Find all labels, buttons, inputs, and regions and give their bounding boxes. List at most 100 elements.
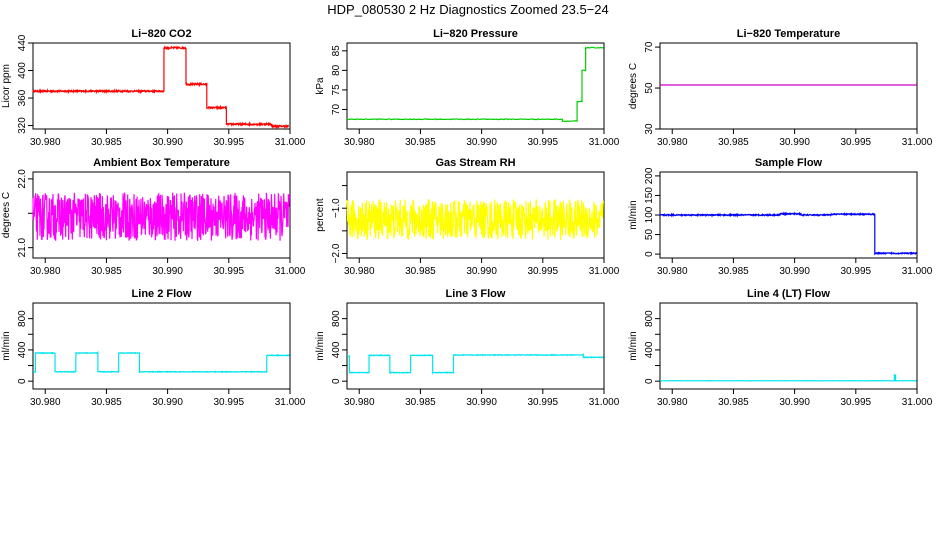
y-tick-label: 800 xyxy=(17,310,28,327)
y-axis-label: degrees C xyxy=(628,63,639,109)
x-tick-label: 30.990 xyxy=(466,137,497,148)
chart-title: Li−820 CO2 xyxy=(131,28,191,40)
y-tick-label: 320 xyxy=(17,117,28,134)
y-axis-label: percent xyxy=(315,198,326,232)
y-tick-label: 85 xyxy=(331,45,342,57)
chart-title: Line 4 (LT) Flow xyxy=(747,288,830,300)
x-tick-label: 30.985 xyxy=(405,397,436,408)
y-tick-label: 360 xyxy=(17,89,28,106)
x-tick-label: 31.000 xyxy=(589,266,620,277)
x-tick-label: 30.985 xyxy=(91,266,122,277)
chart-panel-3: Li−820 Temperature 30.980 30.985 30.990 30.9… xyxy=(628,28,933,148)
y-tick-label: 0 xyxy=(331,378,342,384)
x-tick-label: 30.985 xyxy=(718,397,749,408)
data-series-line xyxy=(346,198,604,241)
y-tick-label: 22.0 xyxy=(17,169,28,189)
data-series-line xyxy=(346,46,604,123)
y-tick-label: 400 xyxy=(17,62,28,79)
data-series-line xyxy=(659,374,917,382)
x-tick-label: 30.980 xyxy=(30,397,61,408)
chart-title: Ambient Box Temperature xyxy=(93,157,230,169)
x-tick-label: 31.000 xyxy=(275,397,306,408)
chart-title: Sample Flow xyxy=(755,157,823,169)
x-tick-label: 30.980 xyxy=(30,137,61,148)
y-tick-label: 800 xyxy=(331,310,342,327)
x-tick-label: 30.990 xyxy=(466,266,497,277)
x-tick-label: 30.990 xyxy=(779,137,810,148)
data-series-line xyxy=(32,350,290,374)
x-tick-label: 30.995 xyxy=(214,397,245,408)
x-tick-label: 30.990 xyxy=(152,266,183,277)
y-tick-label: 80 xyxy=(331,64,342,76)
data-series-line xyxy=(346,352,604,375)
y-tick-label: 21.0 xyxy=(17,238,28,258)
chart-panel-7: Line 2 Flow 30.980 30.985 30.990 30.995 31.00… xyxy=(1,288,306,408)
y-tick-label: 70 xyxy=(331,103,342,115)
x-tick-label: 30.995 xyxy=(841,266,872,277)
plot-frame xyxy=(32,42,291,130)
chart-title: Line 3 Flow xyxy=(446,288,506,300)
y-tick-label: 0 xyxy=(644,251,655,257)
x-tick-label: 30.990 xyxy=(779,266,810,277)
y-tick-label: 440 xyxy=(17,34,28,51)
x-tick-label: 31.000 xyxy=(902,397,933,408)
y-tick-label: 75 xyxy=(331,84,342,96)
plot-frame xyxy=(659,42,918,130)
x-tick-label: 30.980 xyxy=(30,266,61,277)
chart-panel-2: Li−820 Pressure 30.980 30.985 30.990 30.995 3… xyxy=(315,28,620,148)
x-tick-label: 30.990 xyxy=(466,397,497,408)
x-tick-label: 30.980 xyxy=(657,266,688,277)
x-tick-label: 31.000 xyxy=(902,266,933,277)
chart-panel-5: Gas Stream RH 30.980 30.985 30.990 30.995 31.… xyxy=(315,157,620,277)
x-tick-label: 30.995 xyxy=(528,397,559,408)
y-axis-label: ml/min xyxy=(1,331,12,360)
x-tick-label: 31.000 xyxy=(902,137,933,148)
y-tick-label: 150 xyxy=(644,187,655,204)
y-tick-label: 0 xyxy=(17,378,28,384)
data-series-line xyxy=(32,44,290,130)
y-axis-label: degrees C xyxy=(1,192,12,238)
chart-title: Li−820 Pressure xyxy=(433,28,518,40)
y-axis-label: Licor ppm xyxy=(1,64,12,108)
y-tick-label: −2.0 xyxy=(331,243,342,263)
y-tick-label: 30 xyxy=(644,123,655,135)
chart-title: Gas Stream RH xyxy=(435,157,515,169)
x-tick-label: 30.995 xyxy=(528,266,559,277)
x-tick-label: 31.000 xyxy=(275,137,306,148)
plot-frame xyxy=(346,42,605,130)
x-tick-label: 30.985 xyxy=(718,266,749,277)
plot-frame xyxy=(659,302,918,390)
x-tick-label: 30.995 xyxy=(841,397,872,408)
x-tick-label: 30.990 xyxy=(152,137,183,148)
chart-panel-4: Ambient Box Temperature 30.980 30.985 30.99… xyxy=(1,157,306,277)
x-tick-label: 30.995 xyxy=(214,266,245,277)
x-tick-label: 30.980 xyxy=(657,397,688,408)
x-tick-label: 30.985 xyxy=(718,137,749,148)
y-tick-label: 100 xyxy=(644,206,655,223)
x-tick-label: 31.000 xyxy=(589,397,620,408)
x-tick-label: 30.985 xyxy=(91,137,122,148)
y-axis-label: ml/min xyxy=(315,331,326,360)
data-series-line xyxy=(659,211,917,256)
x-tick-label: 30.980 xyxy=(344,137,375,148)
y-tick-label: 0 xyxy=(644,378,655,384)
chart-panel-6: Sample Flow 30.980 30.985 30.990 30.995 31.00… xyxy=(628,157,933,277)
y-tick-label: −1.0 xyxy=(331,198,342,218)
chart-title: Line 2 Flow xyxy=(132,288,192,300)
x-tick-label: 30.980 xyxy=(344,397,375,408)
y-tick-label: 70 xyxy=(644,41,655,53)
chart-title: Li−820 Temperature xyxy=(737,28,840,40)
x-tick-label: 30.990 xyxy=(779,397,810,408)
y-tick-label: 200 xyxy=(644,167,655,184)
x-tick-label: 30.985 xyxy=(91,397,122,408)
x-tick-label: 31.000 xyxy=(275,266,306,277)
x-tick-label: 31.000 xyxy=(589,137,620,148)
x-tick-label: 30.995 xyxy=(841,137,872,148)
chart-panel-1: Li−820 CO2 30.980 30.985 30.990 30.995 31.000… xyxy=(1,28,306,148)
plot-frame xyxy=(346,302,605,390)
x-tick-label: 30.985 xyxy=(405,266,436,277)
x-tick-label: 30.995 xyxy=(214,137,245,148)
plot-frame xyxy=(32,302,291,390)
page-title: HDP_080530 2 Hz Diagnostics Zoomed 23.5−… xyxy=(327,2,609,17)
